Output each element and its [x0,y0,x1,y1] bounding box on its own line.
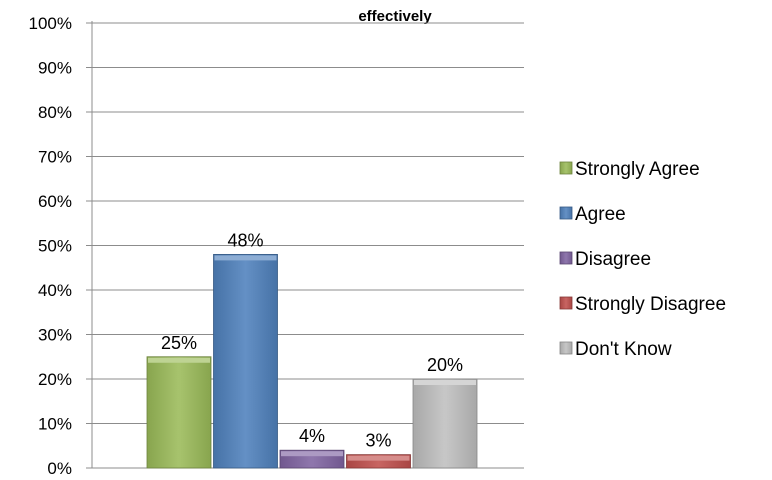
bar-bevel [148,357,210,363]
chart-title: effectively [358,8,432,25]
y-tick-label: 20% [38,370,72,389]
y-tick-label: 10% [38,415,72,434]
bars [146,253,478,469]
legend-label: Agree [575,204,626,225]
legend-swatch [559,206,573,220]
bar-bevel [214,255,277,261]
data-labels: 25% 48% 4% 3% 20% [161,230,463,450]
bar-strongly-agree [146,356,212,469]
data-label: 3% [365,431,391,451]
bar-don-t-know [412,378,478,469]
y-tick-label: 70% [38,148,72,167]
y-tick-label: 40% [38,281,72,300]
legend-label: Don't Know [575,339,672,360]
bar-bevel [414,380,476,385]
legend-label: Strongly Disagree [575,294,726,315]
bar-bevel [281,451,343,457]
legend: Strongly Agree Agree Disagree Strongly Disa… [559,159,726,360]
bar-bevel [347,455,410,461]
data-label: 4% [299,426,325,446]
data-label: 48% [227,230,263,250]
y-tick-label: 80% [38,103,72,122]
legend-swatch [559,251,573,265]
legend-swatch [559,341,573,355]
legend-swatch [559,296,573,310]
y-tick-label: 60% [38,192,72,211]
y-tick-label: 0% [47,459,72,478]
data-label: 20% [427,355,463,375]
y-tick-label: 50% [38,237,72,256]
bar-agree [213,253,278,469]
y-axis-tick-labels: 0% 10% 20% 30% 40% 50% 60% 70% 80% 90% 100% [29,14,72,478]
data-label: 25% [161,333,197,353]
y-tick-label: 100% [29,14,72,33]
legend-label: Strongly Agree [575,159,700,180]
legend-label: Disagree [575,249,651,270]
legend-swatch [559,161,573,175]
y-tick-label: 30% [38,326,72,345]
y-tick-label: 90% [38,59,72,78]
